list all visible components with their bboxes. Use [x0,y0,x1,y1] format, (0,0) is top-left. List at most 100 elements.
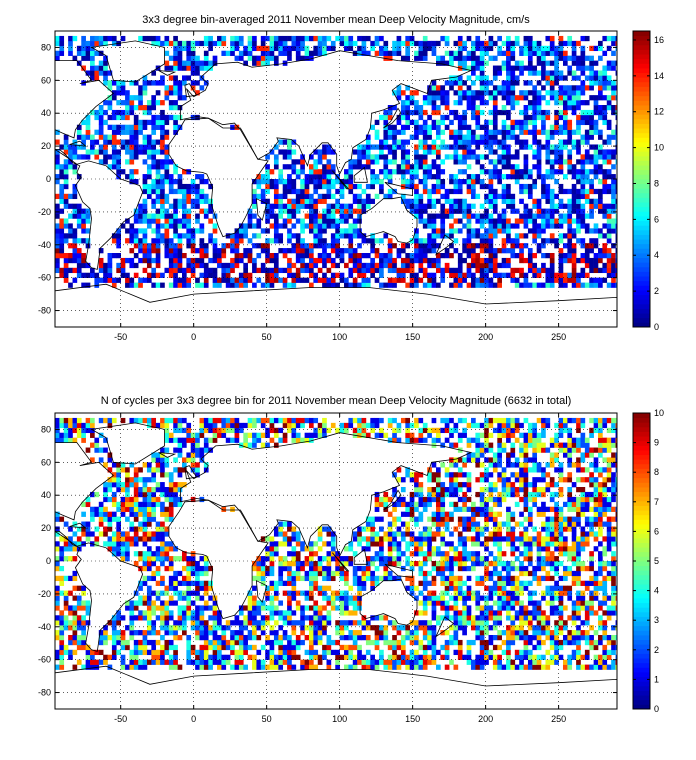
data-cell [471,257,476,264]
data-cell [151,119,157,126]
data-cell [151,282,157,288]
data-cell [383,119,389,126]
data-cell [59,630,65,636]
data-cell [431,109,437,116]
data-cell [208,40,213,47]
data-cell [497,272,502,278]
data-cell [72,267,78,274]
data-cell [186,422,192,429]
data-cell [365,183,371,190]
data-cell [129,105,135,111]
data-cell [379,50,384,56]
data-cell [107,521,113,527]
data-cell [488,257,494,264]
data-cell [365,50,371,56]
data-cell [160,139,165,145]
data-cell [181,417,187,424]
data-cell [125,644,130,651]
data-cell [291,590,297,596]
data-cell [287,659,292,665]
data-cell [164,50,170,56]
data-cell [308,590,314,596]
data-cell [260,422,266,429]
data-cell [598,80,603,86]
data-cell [55,248,60,254]
data-cell [365,35,371,42]
data-cell [269,257,275,264]
data-cell [120,129,126,135]
data-cell [230,262,235,269]
data-cell [291,422,297,429]
data-cell [475,35,481,42]
data-cell [142,124,148,130]
data-cell [598,105,603,111]
data-cell [85,262,91,269]
data-cell [217,610,222,616]
data-cell [111,625,117,631]
data-cell [471,277,476,283]
data-cell [168,432,174,438]
data-cell [98,501,104,508]
data-cell [484,60,489,66]
data-cell [571,267,577,274]
data-cell [567,253,573,259]
data-cell [453,134,459,140]
data-cell [602,70,608,76]
data-cell [308,257,314,264]
data-cell [55,615,60,621]
data-cell [278,233,284,239]
data-cell [133,477,139,483]
data-cell [103,144,108,150]
data-cell [116,85,121,91]
data-cell [348,233,354,239]
data-cell [506,40,511,47]
data-cell [295,654,301,660]
data-cell [527,174,533,180]
data-cell [287,188,292,195]
data-cell [422,272,428,278]
data-cell [379,253,384,259]
data-cell [475,277,481,283]
data-cell [155,565,161,572]
data-cell [225,644,231,651]
data-cell [357,257,362,264]
data-cell [199,565,205,572]
data-cell [59,243,65,249]
data-cell [326,664,332,670]
data-cell [55,422,60,429]
data-cell [81,253,86,259]
data-cell [160,422,165,429]
data-cell [168,546,174,552]
data-cell [576,75,581,81]
data-cell [571,183,577,190]
data-cell [431,124,437,130]
data-cell [549,218,555,224]
data-cell [422,164,428,170]
data-cell [611,129,616,135]
data-cell [129,659,135,665]
data-cell [195,437,200,443]
data-cell [59,620,65,626]
data-cell [414,174,419,180]
data-cell [98,531,104,537]
data-cell [400,193,406,200]
data-cell [291,35,297,42]
data-cell [453,90,459,96]
data-cell [146,615,152,621]
data-cell [514,60,520,66]
data-cell [589,169,594,175]
data-cell [527,40,533,47]
data-cell [238,610,244,616]
data-cell [138,664,143,670]
data-cell [278,174,284,180]
data-cell [138,257,143,264]
data-cell [300,193,305,200]
data-cell [527,119,533,126]
data-cell [55,649,60,656]
data-cell [116,516,121,522]
data-cell [527,105,533,111]
data-cell [462,179,467,185]
data-cell [142,536,148,542]
data-cell [357,272,362,278]
data-cell [151,149,157,155]
